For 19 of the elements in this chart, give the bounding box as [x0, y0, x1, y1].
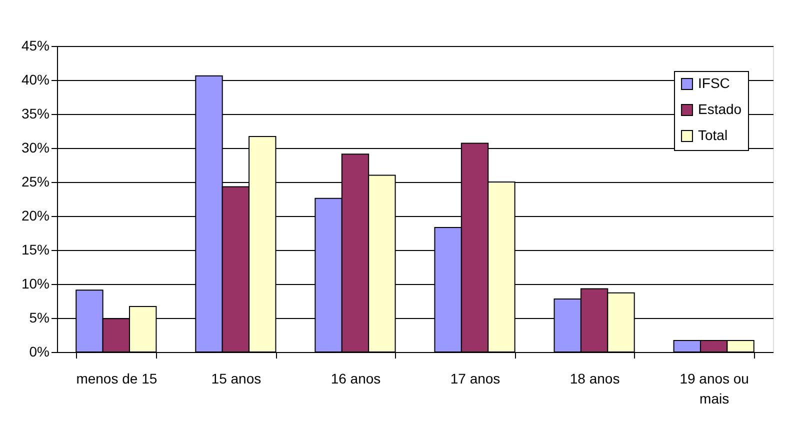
y-tick-label: 30%: [21, 140, 50, 156]
x-tick-label: 17 anos: [450, 370, 500, 386]
x-tick-label: menos de 15: [76, 370, 158, 386]
y-tick-label: 35%: [21, 106, 50, 122]
x-tick-label: 16 anos: [330, 370, 381, 386]
legend-label: IFSC: [698, 75, 730, 91]
x-tick-label: 19 anos ou mais: [680, 370, 749, 406]
x-tick-label: 18 anos: [570, 370, 620, 386]
y-tick-label: 45%: [21, 38, 50, 54]
x-tick-label: 15 anos: [211, 370, 262, 386]
y-tick-label: 5%: [29, 310, 50, 326]
y-tick-label: 15%: [21, 242, 50, 258]
y-tick-label: 20%: [21, 208, 50, 224]
y-tick-label: 0%: [29, 344, 50, 360]
y-tick-label: 40%: [21, 72, 50, 88]
y-tick-label: 25%: [21, 174, 50, 190]
legend-label: Estado: [698, 101, 742, 117]
legend-label: Total: [698, 127, 728, 143]
y-tick-label: 10%: [21, 276, 50, 292]
